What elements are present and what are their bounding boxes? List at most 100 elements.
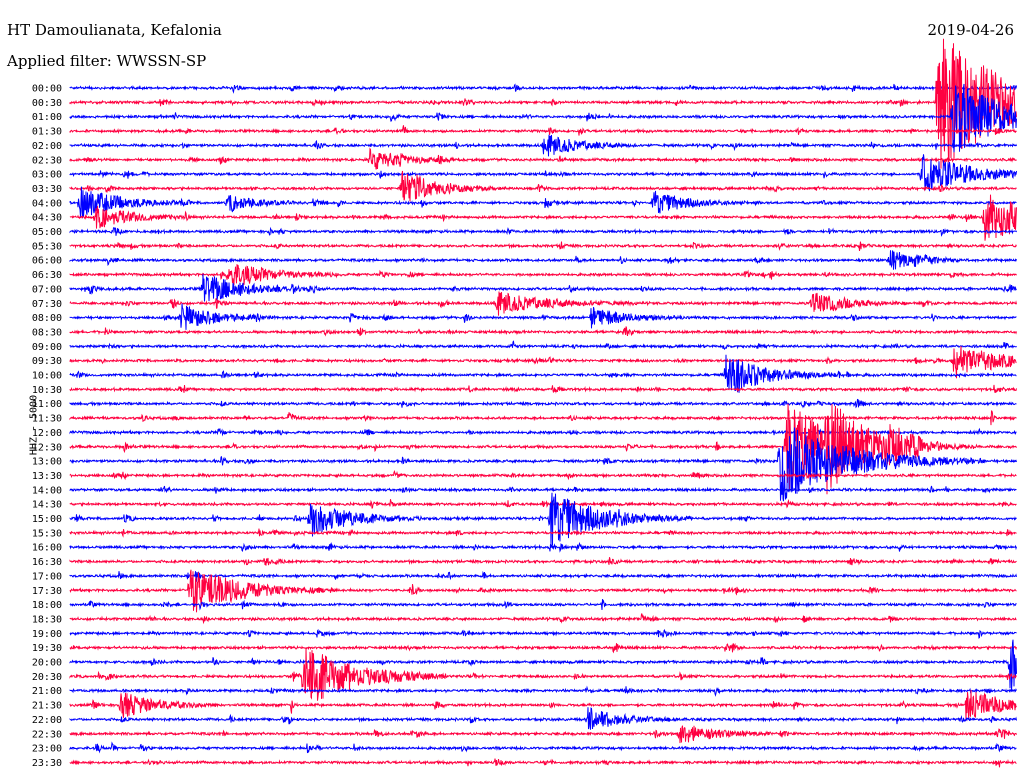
trace-30 xyxy=(69,492,1017,546)
tick-label: 06:30 xyxy=(32,270,62,281)
trace-13 xyxy=(69,264,1017,286)
trace-7 xyxy=(69,170,1017,202)
tick-label: 22:00 xyxy=(32,715,62,726)
tick-label: 10:00 xyxy=(32,371,62,382)
tick-label: 14:00 xyxy=(32,485,62,496)
tick-label: 05:00 xyxy=(32,227,62,238)
tick-label: 07:00 xyxy=(32,284,62,295)
tick-label: 02:00 xyxy=(32,141,62,152)
trace-42 xyxy=(69,685,1017,697)
tick-label: 23:30 xyxy=(32,758,62,769)
trace-5 xyxy=(69,147,1017,170)
trace-12 xyxy=(69,250,1017,270)
trace-22 xyxy=(69,398,1017,409)
trace-38 xyxy=(69,628,1017,639)
trace-2 xyxy=(69,83,1017,153)
tick-label: 12:30 xyxy=(32,442,62,453)
tick-label: 16:00 xyxy=(32,543,62,554)
trace-35 xyxy=(69,569,1017,613)
trace-32 xyxy=(69,541,1017,553)
tick-label: 20:30 xyxy=(32,672,62,683)
tick-label: 13:30 xyxy=(32,471,62,482)
trace-26 xyxy=(69,427,1017,502)
tick-label: 23:00 xyxy=(32,744,62,755)
trace-17 xyxy=(69,326,1017,337)
tick-label: 08:30 xyxy=(32,327,62,338)
trace-27 xyxy=(69,470,1017,481)
tick-label: 22:30 xyxy=(32,729,62,740)
trace-36 xyxy=(69,599,1017,611)
tick-label: 21:00 xyxy=(32,686,62,697)
tick-label: 10:30 xyxy=(32,385,62,396)
date-label: 2019-04-26 xyxy=(927,21,1014,39)
tick-label: 14:30 xyxy=(32,500,62,511)
tick-label: 00:00 xyxy=(32,84,62,95)
tick-label: 17:30 xyxy=(32,586,62,597)
trace-41 xyxy=(69,647,1017,701)
trace-23 xyxy=(69,410,1017,426)
tick-label: 20:00 xyxy=(32,658,62,669)
tick-label: 13:00 xyxy=(32,457,62,468)
trace-45 xyxy=(69,725,1017,744)
tick-label: 06:00 xyxy=(32,256,62,267)
trace-8 xyxy=(69,186,1017,219)
tick-label: 02:30 xyxy=(32,155,62,166)
trace-21 xyxy=(69,384,1017,394)
station-title: HT Damoulianata, Kefalonia xyxy=(7,21,222,39)
tick-label: 12:00 xyxy=(32,428,62,439)
trace-33 xyxy=(69,557,1017,566)
trace-11 xyxy=(69,241,1017,252)
trace-28 xyxy=(69,485,1017,494)
trace-19 xyxy=(69,346,1017,379)
tick-label: 21:30 xyxy=(32,701,62,712)
tick-label: 15:00 xyxy=(32,514,62,525)
tick-label: 00:30 xyxy=(32,98,62,109)
tick-label: 07:30 xyxy=(32,299,62,310)
tick-label: 04:30 xyxy=(32,213,62,224)
tick-label: 01:00 xyxy=(32,112,62,123)
tick-label: 15:30 xyxy=(32,528,62,539)
tick-label: 05:30 xyxy=(32,241,62,252)
tick-label: 17:00 xyxy=(32,571,62,582)
tick-label: 01:30 xyxy=(32,127,62,138)
trace-29 xyxy=(69,498,1017,509)
trace-4 xyxy=(69,134,1017,157)
trace-25 xyxy=(69,403,1017,495)
tick-label: 09:30 xyxy=(32,356,62,367)
trace-34 xyxy=(69,570,1017,582)
tick-label: 11:30 xyxy=(32,414,62,425)
trace-44 xyxy=(69,707,1017,730)
trace-9 xyxy=(69,194,1017,241)
trace-16 xyxy=(69,303,1017,330)
trace-6 xyxy=(69,154,1017,192)
trace-20 xyxy=(69,354,1017,393)
tick-label: 09:00 xyxy=(32,342,62,353)
tick-label: 08:00 xyxy=(32,313,62,324)
tick-label: 18:30 xyxy=(32,614,62,625)
trace-3 xyxy=(69,125,1017,136)
trace-43 xyxy=(69,689,1017,721)
trace-0 xyxy=(69,83,1017,94)
trace-10 xyxy=(69,226,1017,237)
trace-31 xyxy=(69,528,1017,538)
tick-label: 03:00 xyxy=(32,170,62,181)
tick-label: 16:30 xyxy=(32,557,62,568)
trace-group xyxy=(69,38,1017,768)
tick-label: 04:00 xyxy=(32,198,62,209)
tick-label: 03:30 xyxy=(32,184,62,195)
tick-label: 11:00 xyxy=(32,399,62,410)
trace-15 xyxy=(69,291,1017,316)
trace-47 xyxy=(69,758,1017,768)
trace-1 xyxy=(69,38,1017,169)
tick-label: 18:00 xyxy=(32,600,62,611)
trace-18 xyxy=(69,340,1017,351)
trace-14 xyxy=(69,273,1017,302)
trace-40 xyxy=(69,639,1017,692)
tick-label: 19:00 xyxy=(32,629,62,640)
trace-37 xyxy=(69,613,1017,625)
tick-label-group: 00:00 00:30 01:00 01:30 02:00 02:30 03:00 03:30… xyxy=(32,84,62,769)
tick-label: 19:30 xyxy=(32,643,62,654)
filter-label: Applied filter: WWSSN-SP xyxy=(7,52,207,70)
trace-39 xyxy=(69,642,1017,654)
trace-46 xyxy=(69,741,1017,754)
